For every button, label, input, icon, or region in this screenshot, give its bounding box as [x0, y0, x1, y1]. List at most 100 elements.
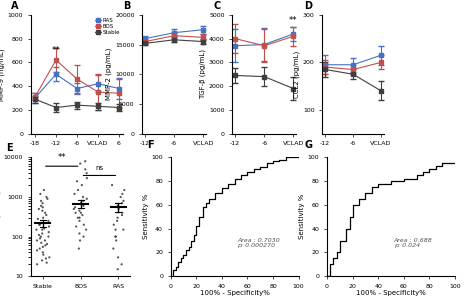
- Point: [112, 238, 120, 243]
- Y-axis label: MMP-2 (pg/mL): MMP-2 (pg/mL): [106, 48, 112, 100]
- Point: [35, 206, 43, 211]
- Point: [79, 195, 87, 199]
- Point: [118, 210, 126, 215]
- Y-axis label: MMP-9 (ng/mL): MMP-9 (ng/mL): [0, 190, 1, 243]
- Point: [45, 219, 52, 223]
- Text: D: D: [304, 1, 312, 11]
- X-axis label: 100% - Specificity%: 100% - Specificity%: [200, 290, 270, 296]
- Point: [80, 203, 87, 208]
- Point: [72, 210, 79, 215]
- Point: [110, 222, 118, 227]
- Point: [109, 246, 117, 251]
- Text: B: B: [123, 1, 130, 11]
- Point: [73, 224, 80, 229]
- Point: [80, 198, 87, 203]
- Point: [40, 226, 48, 231]
- Point: [114, 255, 122, 260]
- Point: [118, 213, 126, 217]
- Point: [43, 260, 50, 265]
- Point: [114, 267, 121, 272]
- Point: [39, 215, 47, 220]
- Point: [37, 203, 45, 208]
- Text: C: C: [213, 1, 220, 11]
- Point: [43, 195, 50, 199]
- Point: [76, 231, 83, 236]
- Y-axis label: Sensitivity %: Sensitivity %: [143, 194, 148, 239]
- Point: [40, 221, 47, 225]
- Point: [33, 238, 41, 243]
- Point: [39, 208, 46, 213]
- Point: [34, 217, 42, 221]
- Point: [38, 258, 46, 263]
- Point: [79, 213, 86, 217]
- Point: [38, 231, 46, 236]
- Point: [82, 159, 89, 164]
- Y-axis label: TGF-β (pg/mL): TGF-β (pg/mL): [200, 49, 206, 99]
- Point: [115, 206, 122, 211]
- Point: [43, 213, 50, 217]
- Point: [114, 203, 121, 208]
- Point: [83, 171, 91, 176]
- Point: [80, 234, 87, 239]
- Point: [33, 262, 41, 267]
- Text: G: G: [304, 140, 312, 150]
- Point: [77, 201, 85, 206]
- Point: [39, 250, 46, 255]
- Point: [70, 206, 78, 211]
- Point: [41, 210, 49, 215]
- Text: F: F: [147, 140, 154, 150]
- Point: [76, 215, 83, 220]
- Point: [114, 215, 121, 220]
- Point: [36, 222, 44, 227]
- Point: [117, 195, 125, 199]
- Text: ns: ns: [95, 165, 103, 171]
- Point: [83, 176, 91, 181]
- Text: E: E: [6, 143, 12, 154]
- Text: **: **: [52, 46, 60, 55]
- Point: [83, 196, 91, 201]
- Point: [80, 222, 88, 227]
- Point: [77, 210, 85, 215]
- Point: [46, 255, 53, 260]
- Point: [76, 161, 84, 166]
- Point: [42, 243, 49, 248]
- Point: [37, 198, 45, 203]
- Point: [37, 240, 45, 245]
- Point: [76, 208, 83, 213]
- Text: A: A: [10, 1, 18, 11]
- Point: [41, 238, 49, 243]
- Point: [40, 188, 48, 192]
- Point: [118, 192, 126, 196]
- Point: [33, 227, 40, 232]
- Point: [44, 196, 51, 201]
- Point: [119, 227, 127, 232]
- Text: **: **: [289, 16, 298, 25]
- Text: Area : 0.7030
p: 0.000270: Area : 0.7030 p: 0.000270: [237, 238, 280, 248]
- Point: [43, 242, 51, 247]
- Y-axis label: MMP-9 (ng/mL): MMP-9 (ng/mL): [0, 48, 5, 101]
- Point: [36, 246, 44, 251]
- Point: [112, 227, 119, 232]
- Text: **: **: [57, 153, 66, 162]
- Point: [33, 248, 41, 253]
- Point: [37, 234, 45, 239]
- Point: [39, 244, 46, 249]
- Y-axis label: CCL2 (pg/mL): CCL2 (pg/mL): [294, 50, 300, 98]
- Y-axis label: Sensitivity %: Sensitivity %: [299, 194, 305, 239]
- Legend: RAS, BOS, Stable: RAS, BOS, Stable: [95, 18, 120, 35]
- Text: Area : 0.688
p: 0.024: Area : 0.688 p: 0.024: [393, 238, 432, 248]
- X-axis label: 100% - Specificity%: 100% - Specificity%: [356, 290, 426, 296]
- Point: [71, 205, 79, 210]
- Point: [74, 215, 82, 220]
- Point: [112, 234, 120, 239]
- Point: [38, 227, 46, 232]
- Point: [73, 179, 81, 184]
- Point: [78, 183, 86, 187]
- Point: [75, 246, 82, 251]
- Point: [39, 201, 46, 206]
- Point: [118, 201, 126, 206]
- Point: [108, 183, 116, 187]
- Point: [36, 236, 44, 241]
- Point: [74, 188, 82, 192]
- Point: [39, 205, 46, 210]
